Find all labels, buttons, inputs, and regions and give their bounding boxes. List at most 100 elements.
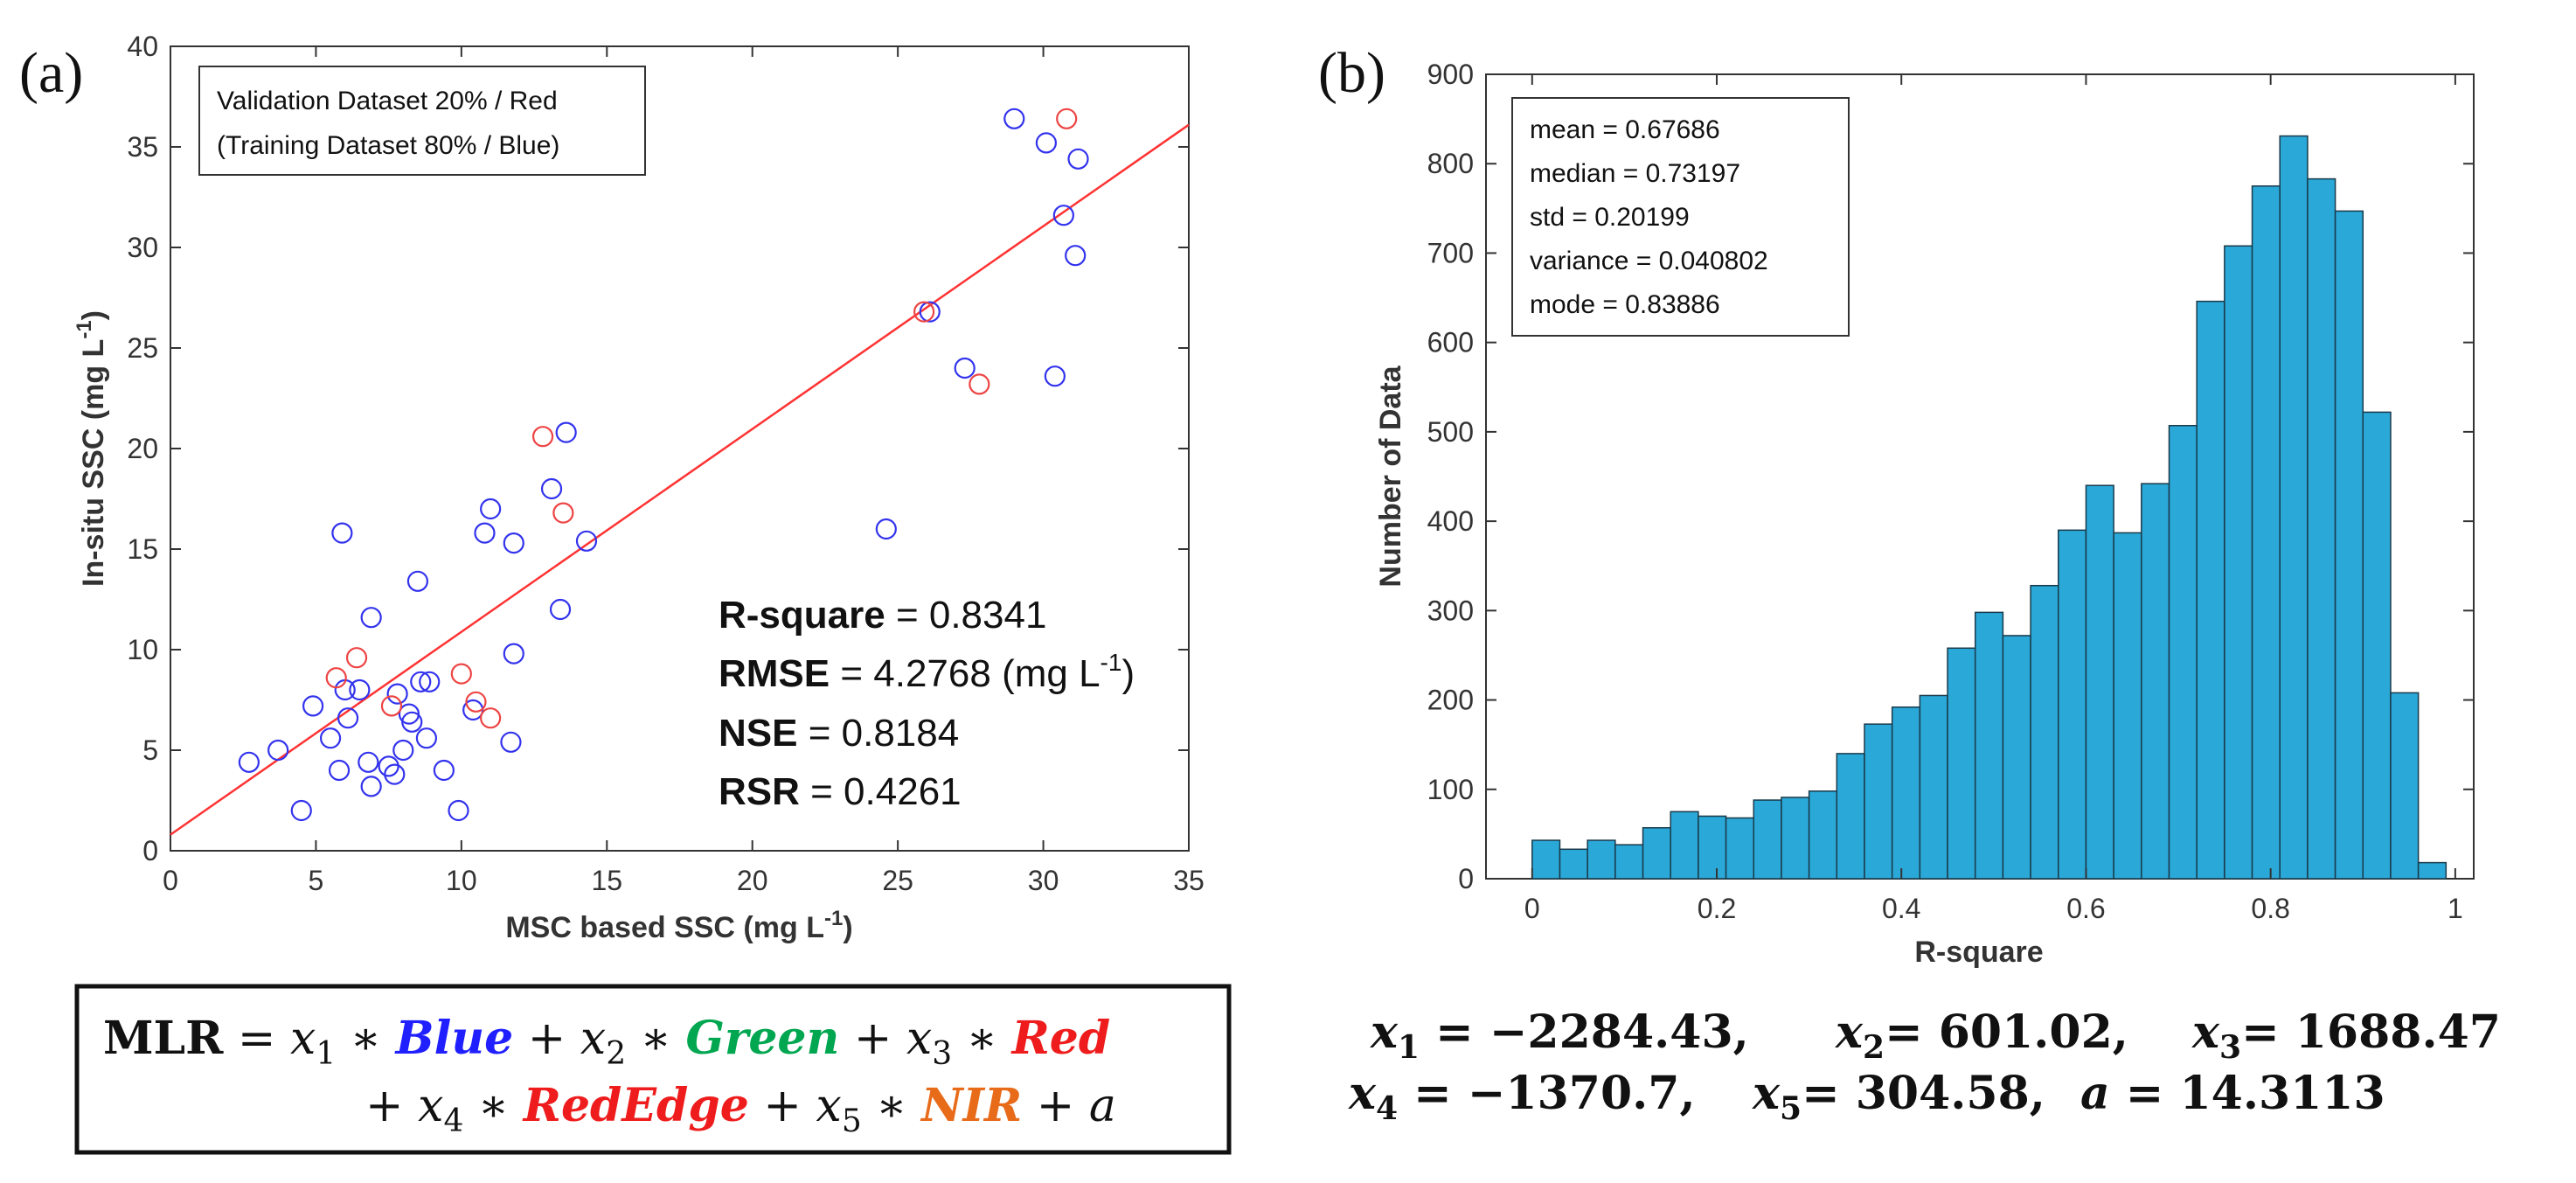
stat-rsr-name: RSR (719, 770, 800, 813)
training-point (419, 671, 441, 692)
hist-x-tick-label: 0.8 (2251, 893, 2289, 924)
hist-stat-mode: mode = 0.83886 (1530, 290, 1720, 319)
eq-blue: Blue (394, 1012, 514, 1065)
histogram-bar (1808, 790, 1838, 880)
training-point (392, 739, 414, 762)
coef-x2-var: x (1835, 1006, 1864, 1059)
training-point (290, 799, 312, 822)
training-point (1035, 132, 1058, 154)
training-point (480, 498, 502, 520)
eq-green: Green (686, 1012, 840, 1065)
histogram-axis-ticks: 0 0.2 0.4 0.6 0.8 1 0 100 200 300 400 500 600 700 800 9… (1427, 59, 2474, 924)
eq-plus-1: + (513, 1013, 580, 1065)
stat-r-square: R-square = 0.8341 (719, 594, 1046, 637)
eq-a: a (1089, 1080, 1116, 1132)
scatter-y-label: In-situ SSC (mg L-1) (73, 310, 110, 587)
scatter-y-tick-label: 40 (127, 31, 158, 62)
coef-x4-var: x (1348, 1067, 1377, 1120)
scatter-x-tick-label: 10 (446, 865, 477, 896)
scatter-x-tick-label: 20 (737, 865, 768, 896)
stat-rmse-value: = 4.2768 (mg L (830, 652, 1100, 695)
validation-point (969, 373, 990, 395)
scatter-y-label-tail: ) (77, 310, 110, 320)
training-point (319, 727, 342, 749)
legend-line-1: Validation Dataset 20% / Red (217, 87, 558, 115)
training-point (302, 695, 324, 717)
validation-point (465, 691, 487, 713)
coef-x1-value: = −2284.43, (1420, 1006, 1749, 1059)
stat-rmse-tail: ) (1121, 652, 1135, 695)
validation-point (450, 663, 472, 685)
histogram-bar (1781, 797, 1810, 880)
training-point (349, 678, 371, 701)
coefficients: x1 = −2284.43, x2= 601.02, x3= 1688.47 x… (1348, 1006, 2501, 1127)
eq-plus-3: + (365, 1080, 418, 1132)
training-point (328, 759, 351, 782)
eq-x4: x (418, 1080, 443, 1132)
hist-stat-median: median = 0.73197 (1530, 159, 1740, 188)
scatter-y-tick-label: 35 (127, 131, 158, 163)
hist-y-tick-label: 400 (1427, 505, 1474, 537)
scatter-x-label-main: MSC based SSC (mg L (505, 911, 824, 944)
stat-rmse-name: RMSE (719, 652, 830, 695)
training-point (540, 477, 563, 500)
training-point (415, 727, 438, 749)
training-point (448, 799, 469, 822)
mlr-equation: MLR = x1 ∗ Blue + x2 ∗ Green + x3 ∗ Red … (74, 984, 1232, 1155)
equation-box (74, 984, 1232, 1155)
coef-x4-value: = −1370.7, (1398, 1067, 1695, 1120)
validation-point (345, 647, 368, 669)
histogram-bar (2168, 424, 2198, 880)
histogram-bar (2362, 411, 2392, 880)
histogram-bar (2334, 210, 2364, 880)
hist-y-tick-label: 700 (1427, 237, 1474, 268)
scatter-x-label: MSC based SSC (mg L-1) (505, 907, 852, 944)
eq-prefix: MLR (103, 1012, 224, 1065)
histogram-bar (2141, 483, 2170, 880)
stat-nse-value: = 0.8184 (797, 712, 959, 755)
hist-y-tick-label: 900 (1427, 59, 1474, 90)
eq-mul-3: ∗ (952, 1013, 1011, 1065)
training-point (503, 643, 524, 665)
eq-x1: x (290, 1013, 316, 1065)
training-point (337, 707, 359, 729)
scatter-y-tick-label: 10 (127, 634, 158, 665)
hist-y-tick-label: 800 (1427, 148, 1474, 179)
histogram-bar (1614, 844, 1644, 880)
eq-x3: x (906, 1013, 932, 1065)
histogram-bar (1698, 815, 1727, 880)
training-point (549, 598, 572, 621)
coef-x4-sub: 4 (1376, 1090, 1398, 1127)
scatter-legend-box (198, 66, 646, 176)
histogram-bar (2307, 177, 2336, 880)
training-point (267, 739, 289, 762)
hist-y-tick-label: 200 (1427, 685, 1474, 716)
eq-equals: = (223, 1013, 290, 1065)
coef-a-value: = 14.3113 (2110, 1067, 2385, 1120)
training-point (875, 518, 897, 540)
training-point (503, 532, 524, 554)
training-point (384, 763, 406, 785)
scatter-y-label-main: In-situ SSC (mg L (77, 339, 110, 587)
coef-x3-var: x (2191, 1006, 2220, 1059)
validation-point (913, 301, 935, 323)
histogram-bar (1753, 799, 1782, 880)
scatter-points (238, 108, 1089, 822)
training-point (406, 570, 429, 592)
eq-x3-sub: 3 (932, 1036, 952, 1072)
training-point (360, 607, 382, 629)
histogram-bar (1836, 753, 1865, 880)
coef-x5-value: = 304.58, (1802, 1067, 2045, 1120)
eq-red: Red (1010, 1012, 1111, 1065)
training-point (386, 683, 408, 705)
eq-rededge: RedEdge (522, 1079, 749, 1132)
validation-point (531, 426, 554, 448)
histogram-bar (2279, 135, 2309, 880)
hist-x-tick-label: 0.6 (2066, 893, 2105, 924)
histogram: 0 0.2 0.4 0.6 0.8 1 0 100 200 300 400 500 600 700 800 9… (1374, 59, 2475, 969)
coef-x5-var: x (1752, 1067, 1781, 1120)
training-point (410, 671, 432, 692)
coef-a: a = 14.3113 (2080, 1067, 2385, 1120)
histogram-bar (2030, 584, 2059, 880)
training-point (1003, 108, 1025, 129)
